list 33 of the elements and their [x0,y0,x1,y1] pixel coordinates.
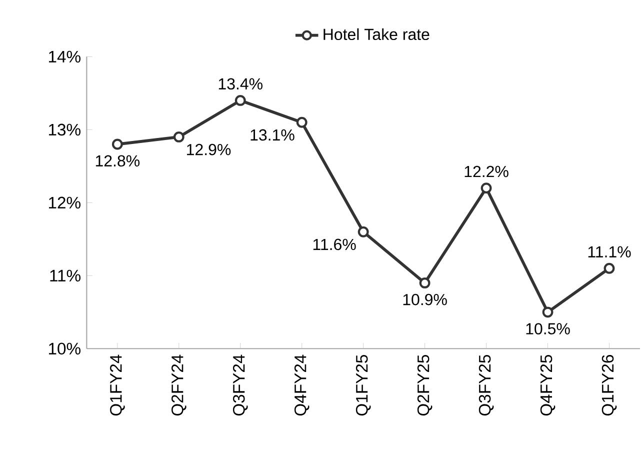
point [173,132,184,142]
data-label: 13.1% [250,129,294,141]
x-tick-label: Q3FY25 [478,354,494,416]
x-tick-label: Q1FY25 [356,354,371,416]
data-label: 12.2% [464,166,508,178]
x-tick-label: Q2FY24 [172,354,186,416]
y-tick-label: 10% [48,342,80,355]
data-label: 10.9% [403,294,447,306]
point [419,277,430,288]
x-tick-label: Q4FY25 [540,354,556,416]
data-label: 12.8% [96,155,140,167]
x-tick-label: Q4FY24 [294,354,310,416]
y-tick-label: 13% [48,124,80,136]
point [604,262,615,274]
point [542,306,554,318]
data-label: 10.5% [526,323,570,334]
data-label: 11.1% [588,246,631,258]
point [358,226,369,238]
y-tick-label: 12% [48,196,80,209]
point [296,116,308,128]
x-tick-label: Q1FY26 [602,354,617,416]
point [480,182,492,194]
legend-label: Hotel Take rate [324,28,430,40]
x-tick-label: Q1FY24 [110,354,125,416]
point [234,95,246,106]
data-label: 12.9% [187,144,231,156]
data-label: 11.6% [313,238,356,250]
x-tick-label: Q2FY25 [417,354,432,416]
y-tick-label: 14% [48,50,80,63]
data-label: 13.4% [218,78,262,90]
point [112,138,123,150]
x-tick-label: Q3FY24 [232,354,248,416]
y-tick-label: 11% [50,270,80,282]
